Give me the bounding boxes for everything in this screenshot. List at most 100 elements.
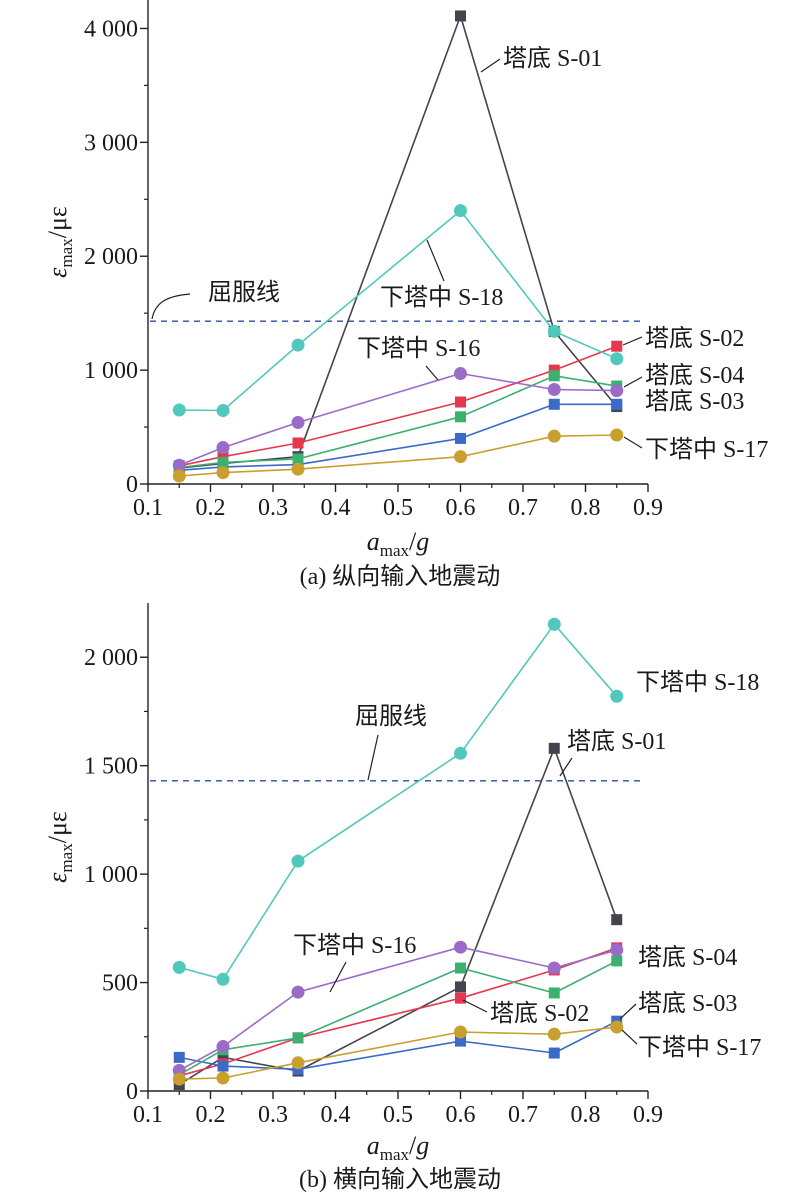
leader-line-s-16 [425,365,439,381]
series-line-s-02 [179,947,618,1077]
data-point-s-18 [291,338,305,352]
y-axis-title-subscript: max [57,238,76,268]
data-point-s-16 [291,416,305,430]
data-point-s-17 [216,466,230,480]
data-point-s-18 [547,617,561,631]
x-axis-title-subscript: max [380,1145,410,1164]
data-point-s-17 [454,1025,467,1039]
y-axis-title-unit: με [43,206,72,231]
data-point-s-17 [610,1020,624,1034]
data-point-s-16 [547,382,561,396]
data-point-s-18 [172,403,186,417]
data-point-s-18 [172,960,186,974]
data-point-s-01 [611,914,623,926]
data-point-s-18 [454,746,467,760]
x-tick-label: 0.4 [321,1102,351,1128]
data-point-s-02 [611,340,623,352]
panel-caption: (a) 纵向输入地震动 [300,563,501,590]
leader-line-s-04 [623,376,643,388]
series-label-s-17: 下塔中 S-17 [638,1034,761,1061]
data-point-s-03 [548,1047,560,1059]
leader-line-s-17 [623,436,643,449]
data-point-s-02 [292,437,304,449]
x-tick-label: 0.5 [383,495,413,521]
series-label-s-01: 塔底 S-01 [567,728,666,755]
data-point-s-17 [547,1027,561,1041]
yield-leader-line [367,734,379,781]
data-point-s-02 [548,364,560,376]
data-point-s-16 [291,985,305,999]
data-point-s-02 [455,992,466,1004]
y-tick-label: 0 [126,472,138,498]
yield-line-label: 屈服线 [208,279,280,306]
series-label-s-02: 塔底 S-02 [645,325,744,352]
series-line-s-01 [179,15,618,469]
x-axis-title-variable: a [367,1131,380,1160]
leader-line-s-01 [559,757,573,777]
data-point-s-04 [455,962,466,974]
y-tick-label: 2 000 [84,645,138,671]
y-tick-label: 500 [102,971,138,997]
data-point-s-18 [547,324,561,338]
series-line-s-17 [179,1026,617,1080]
data-point-s-03 [217,1060,229,1072]
data-point-s-18 [610,352,624,366]
series-line-s-17 [179,434,617,477]
x-tick-label: 0.6 [446,1102,476,1128]
series-label-s-01: 塔底 S-01 [503,45,602,72]
yield-line-label: 屈服线 [355,703,427,730]
x-axis-title-separator: / [409,527,417,556]
x-tick-label: 0.7 [508,1102,538,1128]
chart-panel-a: 屈服线 0 1 000 2 000 3 000 4 000 0.1 0.2 0.3 0.4 0.5 0… [43,0,768,590]
data-point-s-03 [455,432,466,444]
leader-line-s-02 [462,999,488,1013]
series-line-s-03 [179,1020,618,1071]
data-point-s-04 [548,370,560,382]
y-axis-title-subscript: max [57,843,76,873]
x-tick-label: 0.2 [196,495,226,521]
series-line-s-18 [179,623,618,981]
series-line-s-03 [179,403,617,472]
series-line-s-04 [179,374,617,469]
y-axis-title-separator: / [43,230,72,238]
data-point-s-16 [610,384,624,398]
data-point-s-16 [547,961,561,975]
series-label-s-16: 下塔中 S-16 [357,335,480,362]
x-tick-label: 0.1 [133,1102,163,1128]
series-label-s-16: 下塔中 S-16 [293,932,416,959]
x-tick-label: 0.8 [571,495,601,521]
data-point-s-04 [611,955,623,967]
data-point-s-18 [610,689,624,703]
panel-caption: (b) 横向输入地震动 [299,1166,501,1193]
x-tick-label: 0.8 [571,1102,601,1128]
data-point-s-16 [216,441,230,455]
data-point-s-02 [217,451,229,463]
x-axis-title: amax/g [367,527,430,560]
x-tick-label: 0.9 [633,1102,663,1128]
y-tick-label: 1 000 [84,358,138,384]
data-point-s-17 [291,462,305,476]
data-point-s-17 [610,428,624,442]
data-point-s-17 [216,1071,230,1085]
x-tick-label: 0.3 [258,495,288,521]
y-tick-label: 4 000 [84,16,138,42]
data-point-s-16 [216,1040,230,1054]
series-line-s-02 [179,345,618,467]
data-point-s-04 [292,1032,304,1044]
series-line-s-01 [178,747,618,1086]
x-tick-label: 0.9 [633,495,663,521]
data-point-s-18 [454,204,467,218]
y-axis-title-variable: ε [43,872,72,883]
data-point-s-17 [291,1056,305,1070]
leader-line-s-03 [619,1003,637,1020]
series-label-s-18: 下塔中 S-18 [636,669,759,696]
data-point-s-17 [172,469,186,483]
data-point-s-04 [217,456,229,468]
leader-line-s-02 [622,336,643,346]
series-label-s-18: 下塔中 S-18 [380,284,503,311]
series-label-s-03: 塔底 S-03 [645,388,744,415]
data-point-s-02 [455,396,466,408]
data-point-s-03 [173,1051,185,1063]
x-tick-label: 0.1 [133,495,163,521]
